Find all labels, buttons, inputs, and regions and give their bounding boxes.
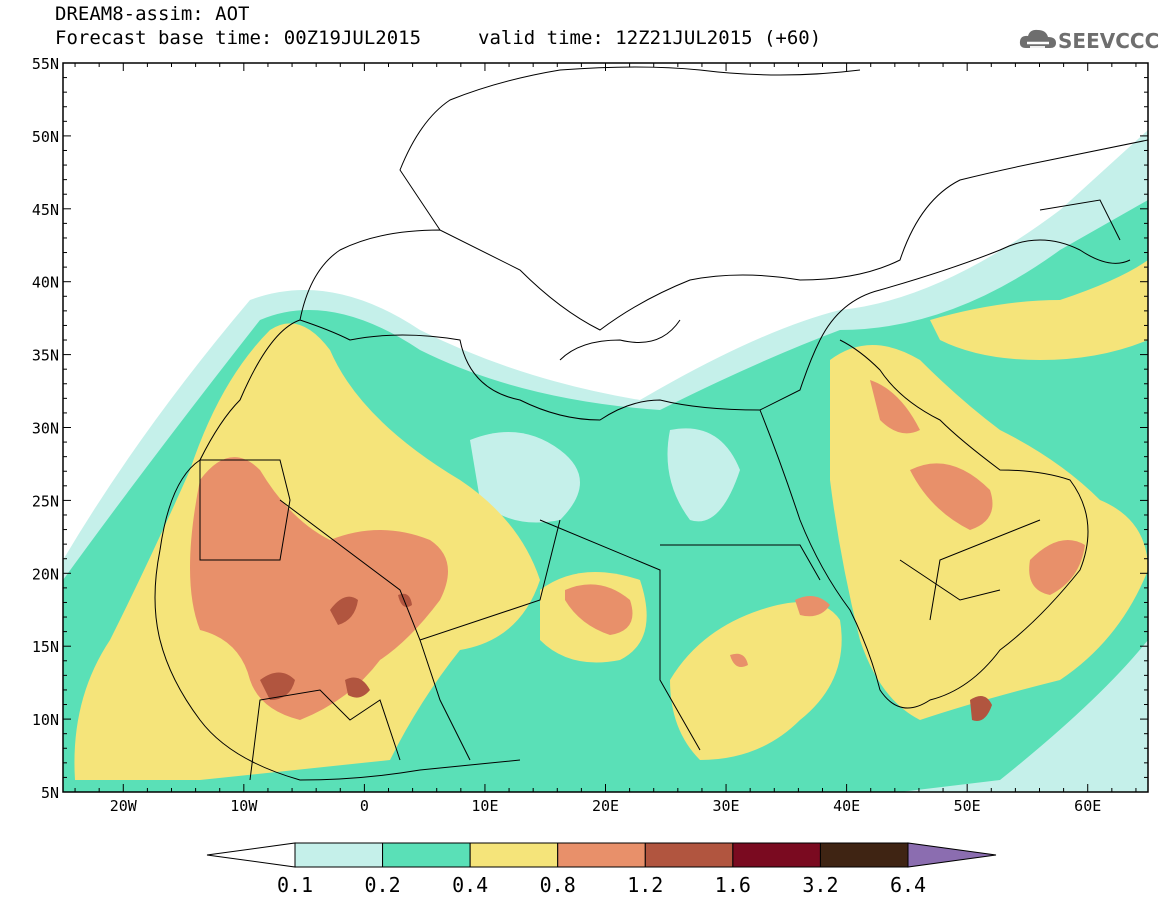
colorbar-bin xyxy=(819,842,909,868)
lon-label: 0 xyxy=(360,797,369,815)
valid-time: valid time: 12Z21JUL2015 (+60) xyxy=(478,27,822,49)
lat-label: 25N xyxy=(32,492,59,510)
lat-label: 40N xyxy=(32,274,59,292)
colorbar: 0.1 0.2 0.4 0.8 1.2 1.6 3.2 6.4 xyxy=(206,842,997,897)
colorbar-bin xyxy=(732,842,821,868)
coastlines xyxy=(154,66,1148,781)
latitude-axis: 55N 50N 45N 40N 35N 30N 25N 20N 15N 10N 5N xyxy=(32,55,1148,802)
colorbar-bin xyxy=(557,842,646,868)
lat-label: 20N xyxy=(32,565,59,583)
lon-label: 10W xyxy=(230,797,258,815)
colorbar-label: 0.1 xyxy=(277,873,313,897)
lat-label: 5N xyxy=(41,784,59,802)
colorbar-label: 3.2 xyxy=(802,873,838,897)
colorbar-label: 1.2 xyxy=(627,873,663,897)
longitude-axis: 20W 10W 0 10E 20E 30E 40E 50E 60E xyxy=(74,63,1137,815)
lon-label: 50E xyxy=(954,797,981,815)
colorbar-high-arrow xyxy=(907,842,997,868)
colorbar-low-arrow xyxy=(206,842,296,868)
lon-label: 40E xyxy=(833,797,860,815)
lat-label: 30N xyxy=(32,420,59,438)
aot-field xyxy=(63,130,1148,792)
logo-text: SEEVCCC xyxy=(1058,29,1160,53)
colorbar-label: 0.8 xyxy=(540,873,576,897)
lat-label: 50N xyxy=(32,128,59,146)
lat-label: 45N xyxy=(32,201,59,219)
colorbar-label: 0.4 xyxy=(452,873,488,897)
cloud-icon xyxy=(1019,29,1056,48)
colorbar-label: 0.2 xyxy=(365,873,401,897)
lon-label: 20E xyxy=(592,797,619,815)
lon-label: 60E xyxy=(1074,797,1101,815)
lon-label: 20W xyxy=(110,797,138,815)
colorbar-label: 6.4 xyxy=(890,873,926,897)
colorbar-label: 1.6 xyxy=(715,873,751,897)
lat-label: 55N xyxy=(32,55,59,73)
lon-label: 10E xyxy=(471,797,498,815)
lat-label: 10N xyxy=(32,711,59,729)
colorbar-bin xyxy=(382,842,471,868)
lon-label: 30E xyxy=(713,797,740,815)
colorbar-bin xyxy=(644,842,734,868)
forecast-base-time: Forecast base time: 00Z19JUL2015 xyxy=(55,27,422,49)
map-title: DREAM8-assim: AOT xyxy=(55,3,250,25)
lat-label: 35N xyxy=(32,347,59,365)
colorbar-bin xyxy=(469,842,559,868)
lat-label: 15N xyxy=(32,638,59,656)
colorbar-bin xyxy=(294,842,384,868)
